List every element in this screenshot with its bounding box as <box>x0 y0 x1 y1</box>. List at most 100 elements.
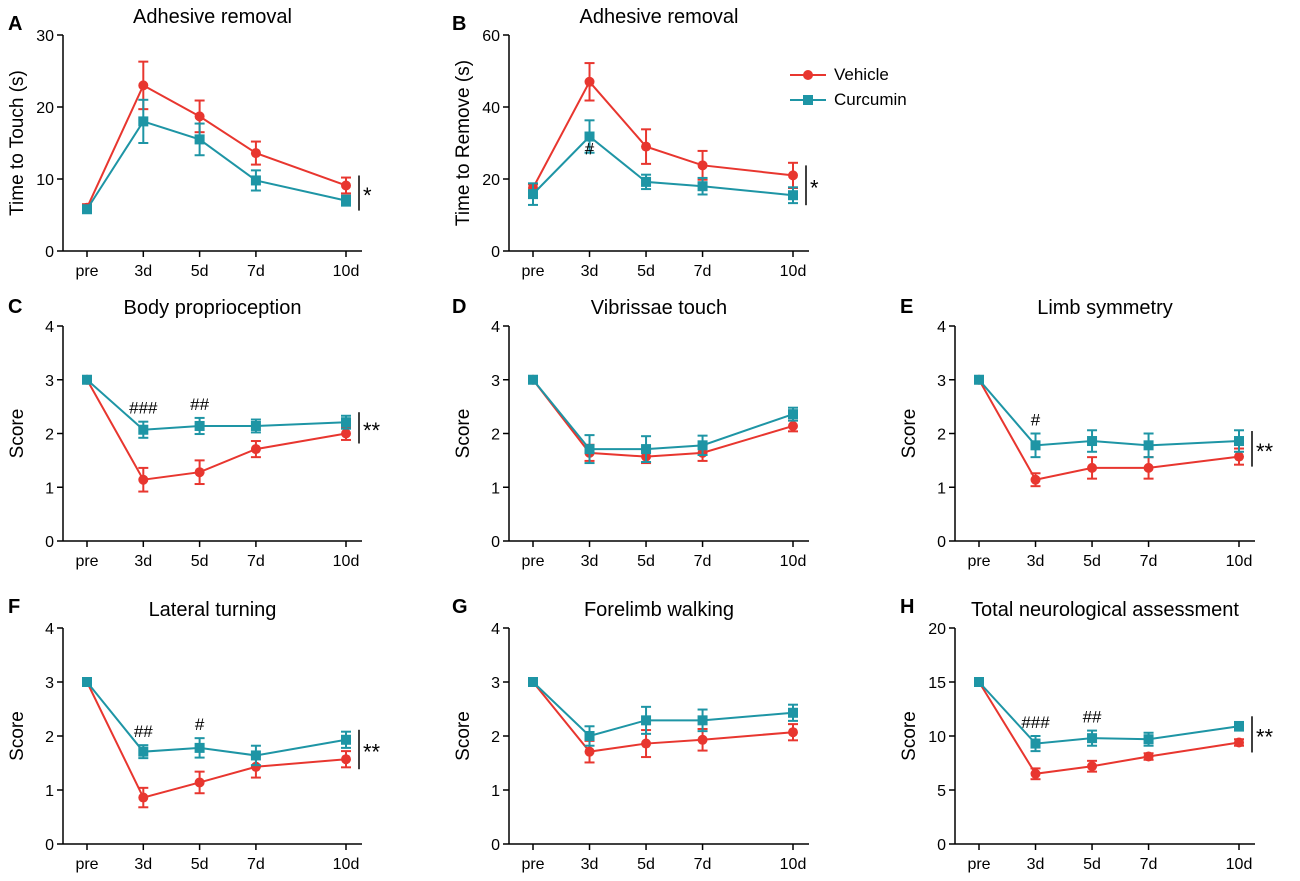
x-tick-label-g: 7d <box>694 856 712 873</box>
y-tick-label-d: 2 <box>491 427 500 444</box>
data-point-curcumin <box>641 715 652 726</box>
x-tick-label-d: pre <box>521 553 544 570</box>
legend-item-curcumin: Curcumin <box>788 89 907 111</box>
y-tick-label-h: 5 <box>937 783 946 800</box>
panel-label-d: D <box>452 296 466 318</box>
x-tick-label-b: 3d <box>581 263 599 280</box>
series-vehicle-b <box>528 62 798 193</box>
data-point-vehicle <box>1143 751 1154 762</box>
data-point-vehicle <box>194 777 205 788</box>
y-tick-label-f: 3 <box>45 675 54 692</box>
data-point-vehicle <box>1030 474 1041 485</box>
legend: Vehicle Curcumin <box>788 62 918 114</box>
x-tick-label-f: 10d <box>333 856 360 873</box>
y-tick-label-d: 4 <box>491 319 500 336</box>
data-point-curcumin <box>528 189 538 200</box>
y-tick-label-e: 3 <box>937 373 946 390</box>
data-point-vehicle <box>341 428 351 439</box>
y-tick-label-c: 0 <box>45 534 54 551</box>
chart-title-f: Lateral turning <box>149 599 277 621</box>
data-point-vehicle <box>1143 462 1154 473</box>
data-point-curcumin <box>138 746 149 757</box>
series-line-vehicle <box>86 379 347 481</box>
y-tick-label-h: 20 <box>928 621 946 638</box>
data-point-curcumin <box>82 677 92 687</box>
series-vehicle-e <box>974 374 1244 488</box>
y-tick-label-a: 10 <box>36 172 54 189</box>
x-tick-label-e: pre <box>967 553 990 570</box>
data-point-curcumin <box>1087 733 1098 744</box>
data-point-vehicle <box>250 444 261 455</box>
panel-d: D Vibrissae touch 0 1 2 3 4 pre 3d 5d 7d 10d Score <box>452 296 809 570</box>
panel-e: E Limb symmetry 0 1 2 3 4 pre 3d 5d 7d 10d Score # ** <box>899 296 1274 570</box>
y-tick-label-b: 20 <box>482 172 500 189</box>
y-tick-label-c: 4 <box>45 319 54 336</box>
x-tick-label-h: 5d <box>1083 856 1101 873</box>
panel-g: G Forelimb walking 0 1 2 3 4 pre 3d 5d 7d 10d Score <box>452 596 809 873</box>
x-tick-label-a: 3d <box>134 263 152 280</box>
data-point-curcumin <box>641 176 652 187</box>
series-vehicle-c <box>82 374 351 493</box>
significance-mark-f: # <box>195 715 205 734</box>
y-tick-label-b: 0 <box>491 244 500 261</box>
data-point-curcumin <box>1143 440 1154 451</box>
panel-h: H Total neurological assessment 0 5 10 15 20 pr… <box>899 596 1274 873</box>
data-point-curcumin <box>641 444 652 455</box>
series-line-vehicle <box>532 379 794 458</box>
data-point-vehicle <box>1234 451 1244 462</box>
chart-title-e: Limb symmetry <box>1037 297 1173 319</box>
y-tick-label-e: 4 <box>937 319 946 336</box>
y-tick-label-c: 3 <box>45 373 54 390</box>
series-line-curcumin <box>532 135 794 197</box>
panel-label-h: H <box>900 596 914 618</box>
x-tick-label-f: 5d <box>191 856 209 873</box>
data-point-vehicle <box>641 141 652 152</box>
significance-mark-h: ## <box>1083 708 1102 727</box>
data-point-curcumin <box>1030 440 1041 451</box>
y-tick-label-h: 10 <box>928 729 946 746</box>
data-point-vehicle <box>584 746 595 757</box>
x-tick-label-h: 3d <box>1027 856 1045 873</box>
data-point-vehicle <box>250 148 261 159</box>
data-point-curcumin <box>584 444 595 455</box>
y-axis-title-d: Score <box>453 409 474 459</box>
y-tick-label-g: 0 <box>491 837 500 854</box>
x-tick-label-f: 7d <box>247 856 265 873</box>
panel-label-b: B <box>452 13 466 35</box>
data-point-curcumin <box>1234 721 1244 732</box>
y-tick-label-g: 3 <box>491 675 500 692</box>
y-tick-label-a: 30 <box>36 28 54 45</box>
y-axis-title-g: Score <box>453 711 474 761</box>
x-tick-label-d: 5d <box>637 553 655 570</box>
panel-label-f: F <box>8 596 20 618</box>
chart-title-g: Forelimb walking <box>584 599 734 621</box>
x-tick-label-c: 3d <box>134 553 152 570</box>
y-tick-label-d: 3 <box>491 373 500 390</box>
data-point-curcumin <box>138 424 149 435</box>
x-tick-label-b: 5d <box>637 263 655 280</box>
x-tick-label-g: 5d <box>637 856 655 873</box>
data-point-curcumin <box>788 190 798 201</box>
series-vehicle-d <box>528 374 798 465</box>
y-tick-label-d: 0 <box>491 534 500 551</box>
data-point-vehicle <box>341 180 351 191</box>
x-tick-label-d: 10d <box>780 553 807 570</box>
significance-mark-c: ## <box>190 395 209 414</box>
series-line-curcumin <box>978 681 1240 745</box>
significance-mark-f: ## <box>134 722 153 741</box>
panel-b: B Adhesive removal 0 20 40 60 pre 3d 5d 7d 10d Time… <box>452 6 819 280</box>
y-tick-label-e: 1 <box>937 480 946 497</box>
significance-label-a: * <box>363 183 372 208</box>
x-tick-label-g: 3d <box>581 856 599 873</box>
legend-label-vehicle: Vehicle <box>834 65 889 84</box>
series-line-curcumin <box>86 681 347 757</box>
y-axis-title-h: Score <box>899 711 920 761</box>
data-point-vehicle <box>697 160 708 171</box>
series-curcumin-e <box>974 374 1244 459</box>
y-axis-title-f: Score <box>7 711 28 761</box>
y-tick-label-g: 2 <box>491 729 500 746</box>
series-curcumin-a <box>82 98 351 215</box>
data-point-vehicle <box>194 111 205 122</box>
